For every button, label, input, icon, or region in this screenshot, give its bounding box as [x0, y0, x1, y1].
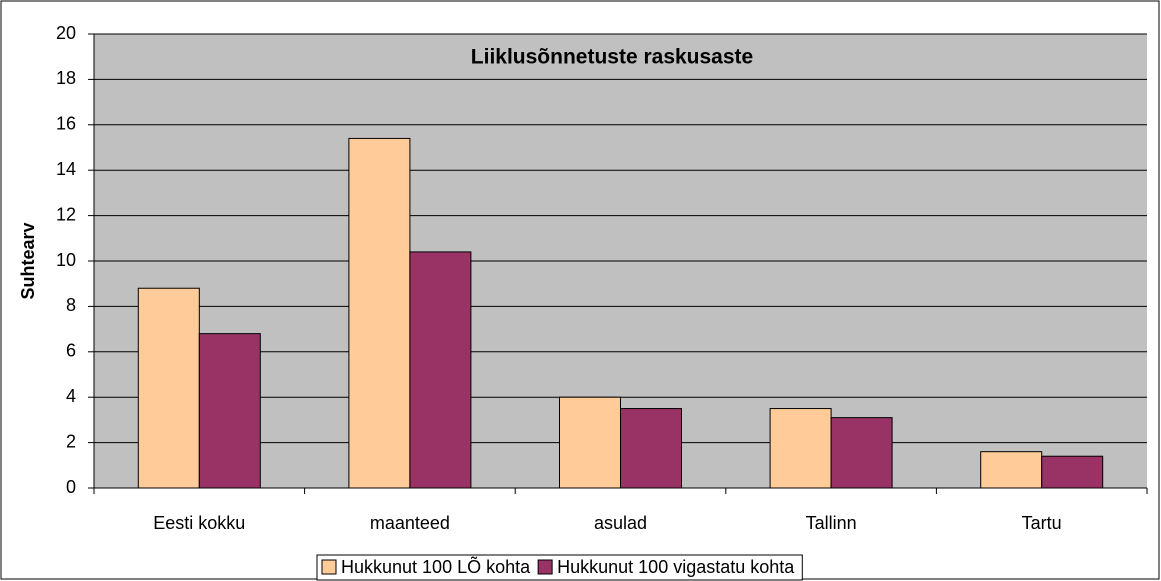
bar — [348, 137, 411, 489]
x-tick-label: Eesti kokku — [153, 513, 245, 533]
legend-swatch — [537, 559, 553, 575]
y-tick-label: 16 — [56, 114, 76, 134]
y-tick-label: 12 — [56, 204, 76, 224]
y-tick-label: 4 — [66, 386, 76, 406]
y-tick-label: 6 — [66, 341, 76, 361]
y-tick-label: 20 — [56, 23, 76, 43]
legend-label: Hukkunut 100 LÕ kohta — [341, 556, 531, 577]
bar — [137, 287, 200, 489]
y-tick-label: 10 — [56, 250, 76, 270]
y-tick-label: 8 — [66, 295, 76, 315]
y-axis-label: Suhtearv — [18, 222, 38, 299]
bar — [980, 451, 1043, 489]
x-tick-label: Tallinn — [806, 513, 857, 533]
y-tick-label: 14 — [56, 159, 76, 179]
bar — [559, 396, 621, 489]
x-tick-label: Tartu — [1022, 513, 1062, 533]
y-tick-label: 18 — [56, 68, 76, 88]
bar — [620, 408, 682, 489]
y-tick-label: 2 — [66, 431, 76, 451]
x-tick-label: maanteed — [370, 513, 450, 533]
y-tick-label: 0 — [66, 477, 76, 497]
bar — [830, 417, 893, 489]
bar — [769, 408, 832, 489]
legend-swatch — [321, 559, 337, 575]
x-tick-label: asulad — [594, 513, 647, 533]
bar — [409, 251, 472, 489]
chart-title: Liiklusõnnetuste raskusaste — [471, 46, 753, 69]
bar — [198, 333, 261, 489]
legend-label: Hukkunut 100 vigastatu kohta — [557, 557, 795, 577]
legend-box — [316, 554, 803, 581]
bar — [1041, 455, 1104, 489]
